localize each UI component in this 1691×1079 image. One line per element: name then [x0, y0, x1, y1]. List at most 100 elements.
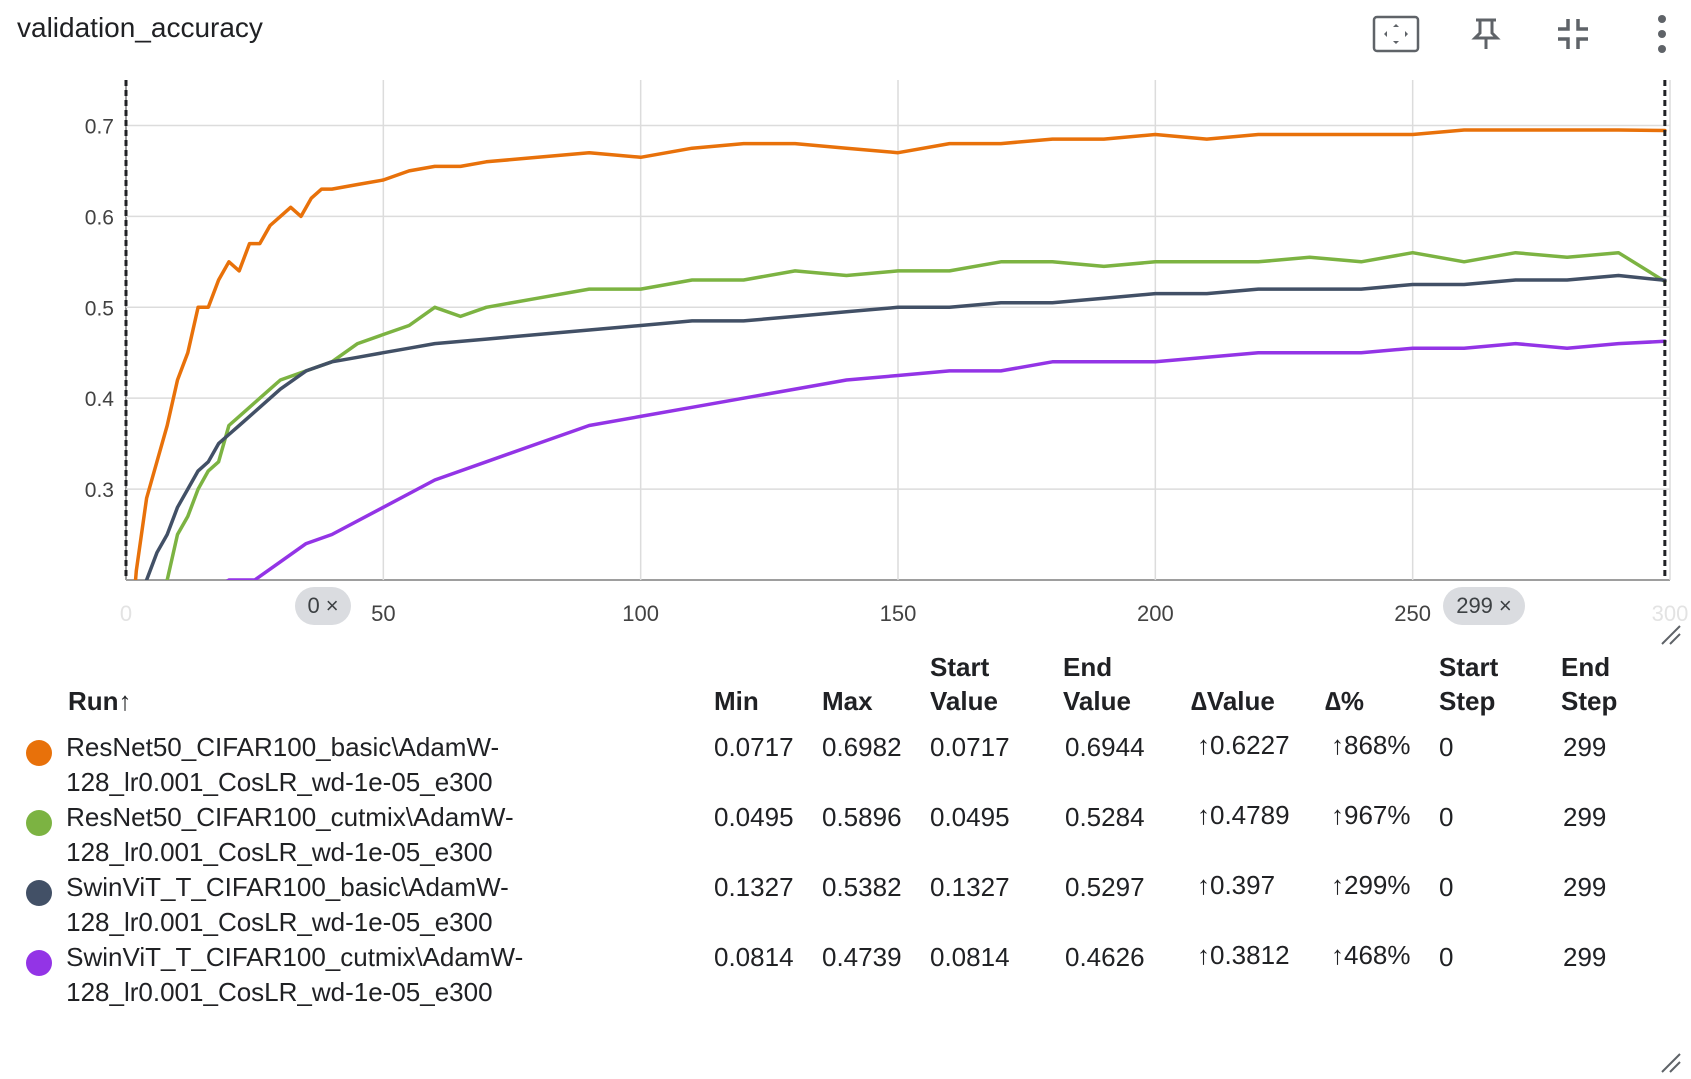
y-tick-label: 0.6: [85, 206, 114, 229]
sort-arrow-icon: ↑: [118, 686, 132, 716]
collapse-icon: [1558, 19, 1588, 49]
tick-labels: 0.3 0.4 0.5 0.6 0.7 0 50 100 150 200 250 300: [85, 115, 1689, 625]
y-tick-label: 0.4: [85, 388, 115, 411]
fit-to-data-icon: [1372, 15, 1420, 53]
runs-table: Run↑ Min Max Start Value End Value ∆Value …: [14, 650, 1651, 1010]
end-value-cell: 0.6944: [1065, 732, 1145, 762]
run-color-dot[interactable]: [26, 810, 52, 836]
series-lines: [133, 128, 1667, 580]
up-arrow-icon: ↑: [1331, 730, 1344, 760]
run-name: ResNet50_CIFAR100_basic\AdamW- 128_lr0.00…: [66, 732, 500, 797]
delta-percent-cell: ↑967%: [1331, 800, 1411, 830]
grid: [125, 80, 1671, 581]
start-step-cell: 0: [1439, 872, 1454, 902]
start-marker-pill[interactable]: 0 ×: [295, 587, 351, 625]
table-row[interactable]: SwinViT_T_CIFAR100_basic\AdamW- 128_lr0.0…: [14, 870, 1651, 940]
delta-value-cell: ↑0.6227: [1197, 730, 1290, 760]
up-arrow-icon: ↑: [1197, 940, 1210, 970]
table-row[interactable]: ResNet50_CIFAR100_cutmix\AdamW- 128_lr0.0…: [14, 800, 1651, 870]
fit-to-data-button[interactable]: [1371, 12, 1421, 56]
start-step-cell: 0: [1439, 802, 1454, 832]
end-value-cell: 0.5284: [1065, 802, 1145, 832]
table-row[interactable]: SwinViT_T_CIFAR100_cutmix\AdamW- 128_lr0.…: [14, 940, 1651, 1010]
up-arrow-icon: ↑: [1197, 730, 1210, 760]
min-cell: 0.0814: [714, 942, 794, 972]
min-cell: 0.1327: [714, 872, 794, 902]
y-tick-label: 0.5: [85, 297, 114, 320]
min-cell: 0.0495: [714, 802, 794, 832]
end-marker-label: 299: [1456, 593, 1493, 618]
x-tick-label: 200: [1137, 601, 1174, 625]
run-name: ResNet50_CIFAR100_cutmix\AdamW- 128_lr0.0…: [66, 802, 514, 867]
start-step-cell: 0: [1439, 732, 1454, 762]
delta-value-cell: ↑0.397: [1197, 870, 1276, 900]
remove-start-marker-icon[interactable]: ×: [325, 593, 339, 618]
end-step-cell: 299: [1563, 872, 1607, 902]
range-markers: [124, 80, 1667, 580]
collapse-button[interactable]: [1548, 12, 1598, 56]
min-column-header[interactable]: Min: [714, 686, 759, 716]
start-step-column-header[interactable]: Start Step: [1439, 652, 1499, 716]
start-step-cell: 0: [1439, 942, 1454, 972]
max-cell: 0.5382: [822, 872, 902, 902]
pin-button[interactable]: [1461, 12, 1511, 56]
y-tick-label: 0.3: [85, 479, 114, 502]
x-tick-label: 50: [371, 601, 395, 625]
delta-percent-cell: ↑468%: [1331, 940, 1411, 970]
remove-end-marker-icon[interactable]: ×: [1498, 593, 1512, 618]
page-title: validation_accuracy: [17, 12, 263, 43]
run-color-dot[interactable]: [26, 950, 52, 976]
x-tick-label: 250: [1394, 601, 1431, 625]
series-line: [144, 273, 1667, 580]
start-value-column-header[interactable]: Start Value: [930, 652, 998, 716]
start-value-cell: 0.1327: [930, 872, 1010, 902]
x-tick-label: 0: [120, 601, 132, 625]
start-value-cell: 0.0495: [930, 802, 1010, 832]
line-chart: 0.3 0.4 0.5 0.6 0.7 0 50 100 150 200 250 300: [85, 80, 1689, 625]
end-value-column-header[interactable]: End Value: [1063, 652, 1131, 716]
up-arrow-icon: ↑: [1197, 800, 1210, 830]
run-color-dot[interactable]: [26, 740, 52, 766]
chart-resize-handle-icon[interactable]: [1660, 624, 1682, 646]
table-row[interactable]: ResNet50_CIFAR100_basic\AdamW- 128_lr0.00…: [14, 730, 1651, 800]
up-arrow-icon: ↑: [1197, 870, 1210, 900]
table-resize-handle-icon[interactable]: [1660, 1052, 1682, 1074]
start-value-cell: 0.0717: [930, 732, 1010, 762]
run-color-dot[interactable]: [26, 880, 52, 906]
up-arrow-icon: ↑: [1331, 800, 1344, 830]
run-name: SwinViT_T_CIFAR100_cutmix\AdamW- 128_lr0.…: [66, 942, 524, 1007]
x-tick-label: 150: [880, 601, 917, 625]
max-cell: 0.4739: [822, 942, 902, 972]
more-options-button[interactable]: [1637, 12, 1687, 56]
x-tick-label: 300: [1652, 601, 1689, 625]
max-column-header[interactable]: Max: [822, 686, 873, 716]
more-vert-icon: [1658, 15, 1666, 53]
max-cell: 0.5896: [822, 802, 902, 832]
delta-percent-cell: ↑299%: [1331, 870, 1411, 900]
run-column-header[interactable]: Run↑: [68, 686, 132, 716]
max-cell: 0.6982: [822, 732, 902, 762]
table-header-row: Run↑ Min Max Start Value End Value ∆Value …: [14, 650, 1651, 730]
delta-value-cell: ↑0.4789: [1197, 800, 1290, 830]
end-step-column-header[interactable]: End Step: [1561, 652, 1618, 716]
end-step-cell: 299: [1563, 942, 1607, 972]
start-marker-label: 0: [307, 593, 320, 618]
y-tick-label: 0.7: [85, 115, 114, 138]
run-name: SwinViT_T_CIFAR100_basic\AdamW- 128_lr0.0…: [66, 872, 509, 937]
delta-percent-cell: ↑868%: [1331, 730, 1411, 760]
end-value-cell: 0.5297: [1065, 872, 1145, 902]
pin-icon: [1471, 18, 1501, 49]
end-step-cell: 299: [1563, 802, 1607, 832]
delta-value-column-header[interactable]: ∆Value: [1191, 686, 1275, 716]
up-arrow-icon: ↑: [1331, 940, 1344, 970]
delta-value-cell: ↑0.3812: [1197, 940, 1290, 970]
series-line: [225, 339, 1667, 580]
up-arrow-icon: ↑: [1331, 870, 1344, 900]
end-step-cell: 299: [1563, 732, 1607, 762]
start-value-cell: 0.0814: [930, 942, 1010, 972]
x-tick-label: 100: [622, 601, 659, 625]
end-marker-pill[interactable]: 299 ×: [1443, 587, 1525, 625]
delta-percent-column-header[interactable]: ∆%: [1325, 686, 1365, 716]
series-line: [133, 128, 1667, 580]
min-cell: 0.0717: [714, 732, 794, 762]
